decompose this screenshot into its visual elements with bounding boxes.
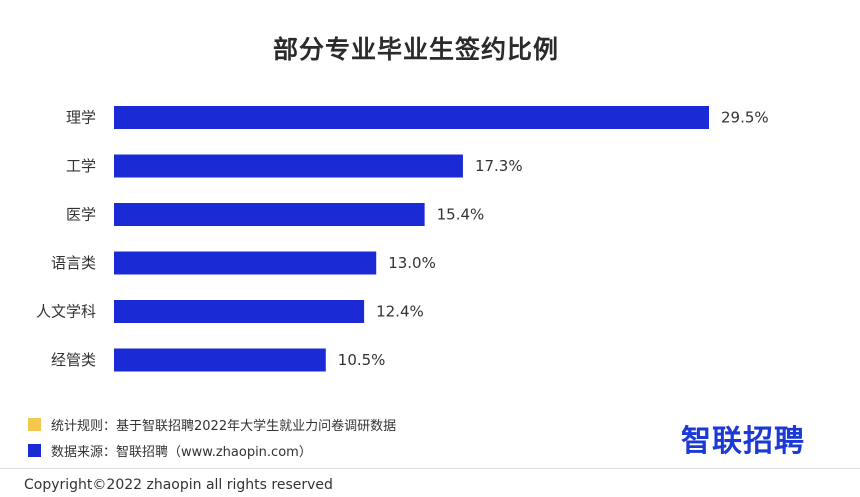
category-label: 医学	[66, 206, 96, 224]
chart-title: 部分专业毕业生签约比例	[272, 35, 559, 64]
legend-swatch-yellow	[28, 417, 41, 431]
category-label: 语言类	[51, 254, 96, 272]
bar	[114, 203, 425, 226]
category-label: 经管类	[51, 351, 96, 369]
zhaopin-logo: 智联招聘	[681, 424, 805, 459]
category-label: 人文学科	[36, 303, 96, 321]
value-label: 10.5%	[338, 351, 386, 369]
legend-item-source: 数据来源：智联招聘（www.zhaopin.com）	[28, 440, 396, 460]
bar-chart: 理学 29.5% 工学 17.3% 医学 15.4% 语言类 13.0% 人文学科 12.4% 经管…	[36, 106, 769, 372]
legend-item-rule: 统计规则：基于智联招聘2022年大学生就业力问卷调研数据	[28, 414, 396, 434]
value-label: 17.3%	[475, 157, 523, 175]
bar	[114, 154, 463, 178]
category-label: 理学	[66, 109, 96, 127]
bar	[114, 300, 365, 323]
copyright-text: Copyright©2022 zhaopin all rights reserv…	[24, 477, 333, 493]
bar	[114, 348, 326, 372]
category-label: 工学	[66, 157, 96, 175]
value-label: 13.0%	[388, 254, 436, 272]
value-label: 15.4%	[437, 206, 485, 224]
legend-text-source: 数据来源：智联招聘（www.zhaopin.com）	[51, 444, 312, 460]
legend: 统计规则：基于智联招聘2022年大学生就业力问卷调研数据 数据来源：智联招聘（w…	[28, 414, 396, 466]
legend-swatch-blue	[28, 443, 41, 457]
legend-text-rule: 统计规则：基于智联招聘2022年大学生就业力问卷调研数据	[51, 418, 397, 434]
value-label: 29.5%	[721, 109, 769, 127]
value-label: 12.4%	[376, 303, 424, 321]
bar	[114, 106, 710, 129]
footer-divider	[0, 468, 860, 469]
bar	[114, 251, 377, 275]
